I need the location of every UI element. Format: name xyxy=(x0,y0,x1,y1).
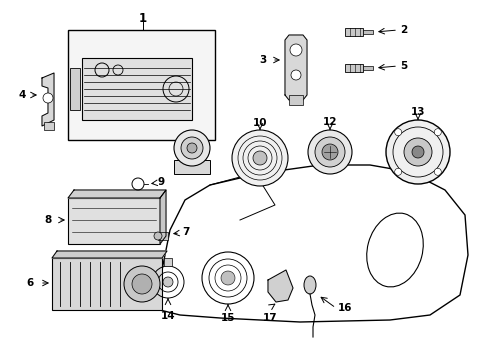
Text: 10: 10 xyxy=(252,118,267,128)
Bar xyxy=(362,66,372,70)
Circle shape xyxy=(394,129,401,136)
Text: 4: 4 xyxy=(18,90,26,100)
Text: 1: 1 xyxy=(139,12,147,24)
Text: 6: 6 xyxy=(26,278,34,288)
Text: 14: 14 xyxy=(161,311,175,321)
Text: 16: 16 xyxy=(337,303,352,313)
Circle shape xyxy=(252,151,266,165)
Text: 7: 7 xyxy=(182,227,189,237)
Circle shape xyxy=(394,168,401,175)
Circle shape xyxy=(433,168,440,175)
Circle shape xyxy=(163,277,173,287)
Bar xyxy=(52,258,162,310)
Bar xyxy=(345,28,362,36)
Circle shape xyxy=(132,274,152,294)
Bar xyxy=(345,64,362,72)
Circle shape xyxy=(186,143,197,153)
Bar xyxy=(44,122,54,130)
Circle shape xyxy=(181,137,203,159)
Polygon shape xyxy=(267,270,292,302)
Circle shape xyxy=(174,130,209,166)
Text: 11: 11 xyxy=(184,125,199,135)
Polygon shape xyxy=(160,190,165,244)
Circle shape xyxy=(411,146,423,158)
Text: 12: 12 xyxy=(322,117,337,127)
Bar xyxy=(70,68,80,110)
Text: 2: 2 xyxy=(399,25,407,35)
Text: 17: 17 xyxy=(262,313,277,323)
Circle shape xyxy=(231,130,287,186)
Circle shape xyxy=(289,44,302,56)
Circle shape xyxy=(403,138,431,166)
Polygon shape xyxy=(42,73,54,126)
Circle shape xyxy=(154,232,162,240)
Text: 3: 3 xyxy=(259,55,266,65)
Bar xyxy=(82,58,192,120)
Circle shape xyxy=(307,130,351,174)
Text: 5: 5 xyxy=(399,61,407,71)
Circle shape xyxy=(321,144,337,160)
Circle shape xyxy=(433,129,440,136)
Text: 13: 13 xyxy=(410,107,425,117)
Text: 8: 8 xyxy=(44,215,52,225)
Bar xyxy=(362,30,372,34)
Bar xyxy=(68,198,160,244)
Bar xyxy=(68,30,215,140)
Circle shape xyxy=(221,271,235,285)
Text: 15: 15 xyxy=(220,313,235,323)
Bar xyxy=(288,95,303,105)
Bar xyxy=(174,160,209,174)
Circle shape xyxy=(124,266,160,302)
Circle shape xyxy=(385,120,449,184)
Ellipse shape xyxy=(304,276,315,294)
Circle shape xyxy=(314,137,345,167)
Polygon shape xyxy=(68,190,165,198)
Bar xyxy=(158,232,168,240)
Polygon shape xyxy=(285,35,306,100)
Circle shape xyxy=(290,70,301,80)
Circle shape xyxy=(43,93,53,103)
Polygon shape xyxy=(52,251,167,258)
Text: 9: 9 xyxy=(158,177,165,187)
Bar xyxy=(163,258,172,266)
